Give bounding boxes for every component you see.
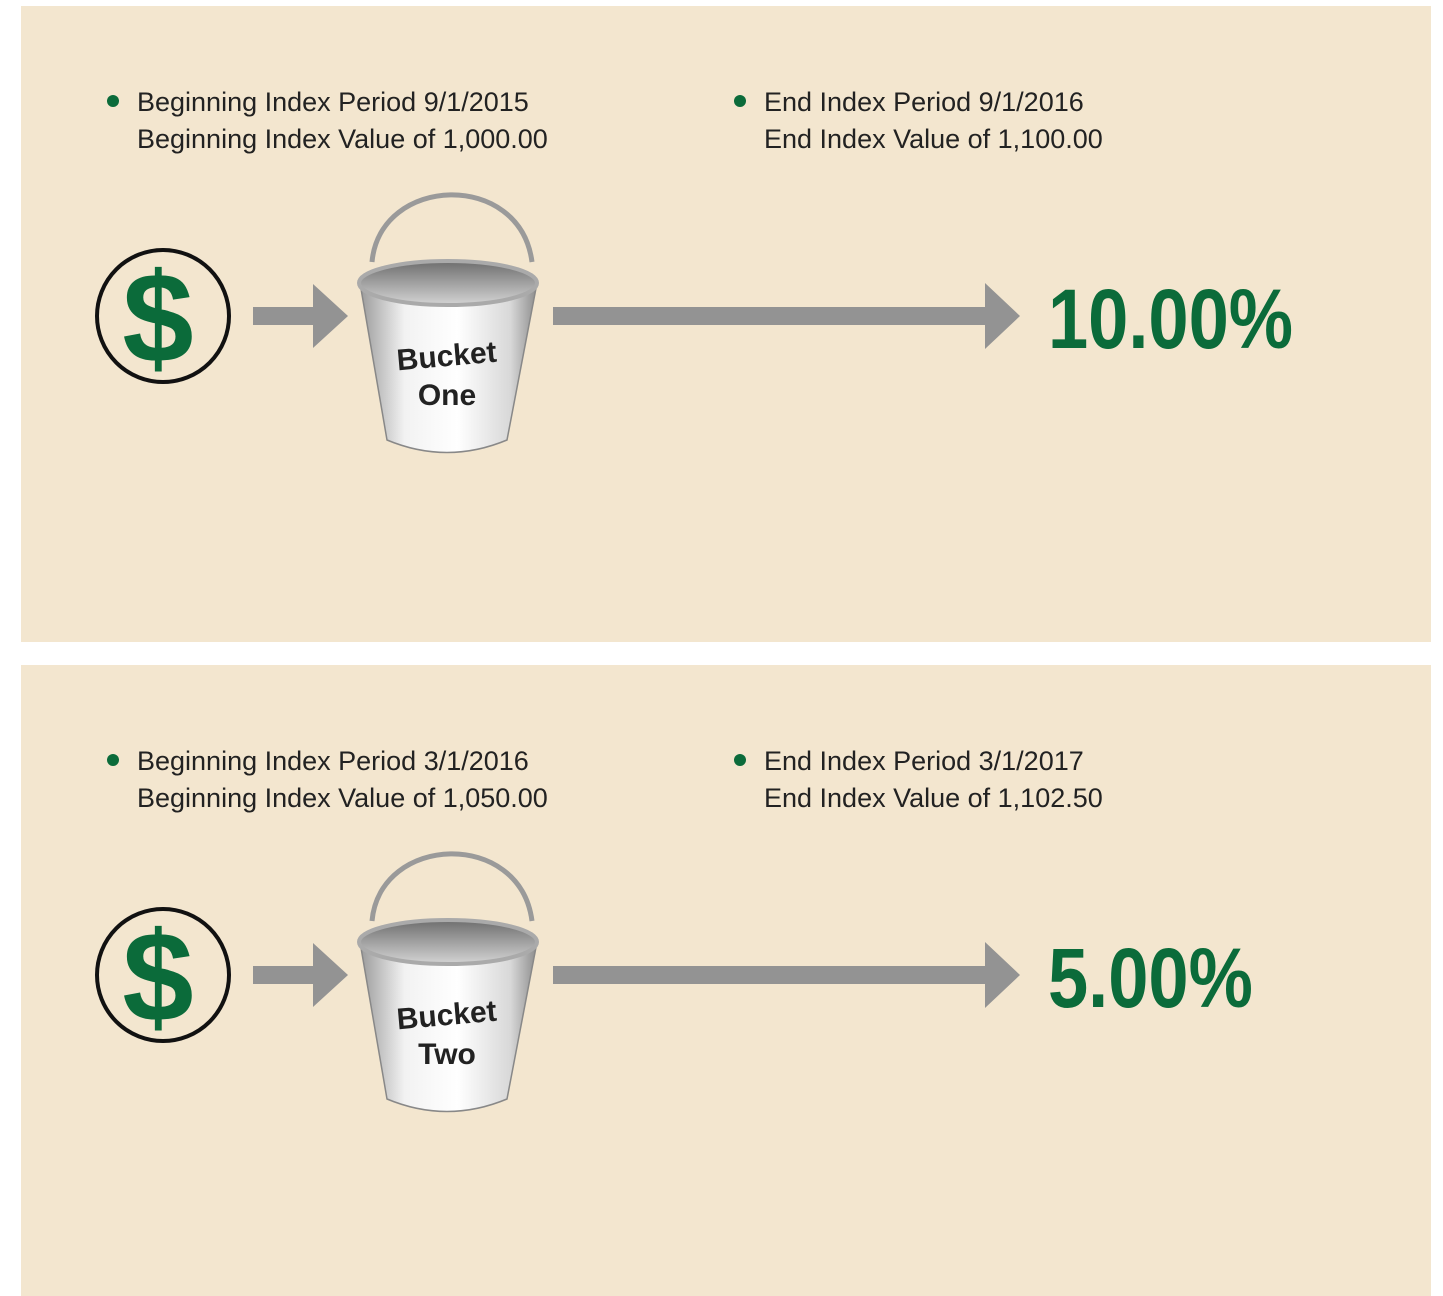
- bucket-rim: [359, 920, 537, 964]
- result: 10.00%: [1048, 272, 1293, 366]
- page: Beginning Index Period 9/1/2015 Beginning…: [0, 0, 1443, 1296]
- bucket-label: One: [418, 379, 476, 412]
- panel: Beginning Index Period 3/1/2016 Beginning…: [21, 665, 1431, 1296]
- begin-period: Beginning Index Period 9/1/2015: [137, 87, 529, 117]
- dollar-symbol: $: [122, 906, 193, 1049]
- dollar-symbol: $: [122, 247, 193, 390]
- bucket-label: Two: [418, 1038, 476, 1071]
- bullet: [107, 95, 119, 107]
- end-period: End Index Period 3/1/2017: [764, 746, 1084, 776]
- bullet: [107, 754, 119, 766]
- bucket-rim: [359, 261, 537, 305]
- end-period: End Index Period 9/1/2016: [764, 87, 1084, 117]
- begin-value: Beginning Index Value of 1,050.00: [137, 783, 548, 813]
- bullet: [734, 95, 746, 107]
- begin-period: Beginning Index Period 3/1/2016: [137, 746, 529, 776]
- end-value: End Index Value of 1,102.50: [764, 783, 1103, 813]
- bullet: [734, 754, 746, 766]
- result: 5.00%: [1048, 931, 1253, 1025]
- end-value: End Index Value of 1,100.00: [764, 124, 1103, 154]
- panel: Beginning Index Period 9/1/2015 Beginning…: [21, 6, 1431, 642]
- begin-value: Beginning Index Value of 1,000.00: [137, 124, 548, 154]
